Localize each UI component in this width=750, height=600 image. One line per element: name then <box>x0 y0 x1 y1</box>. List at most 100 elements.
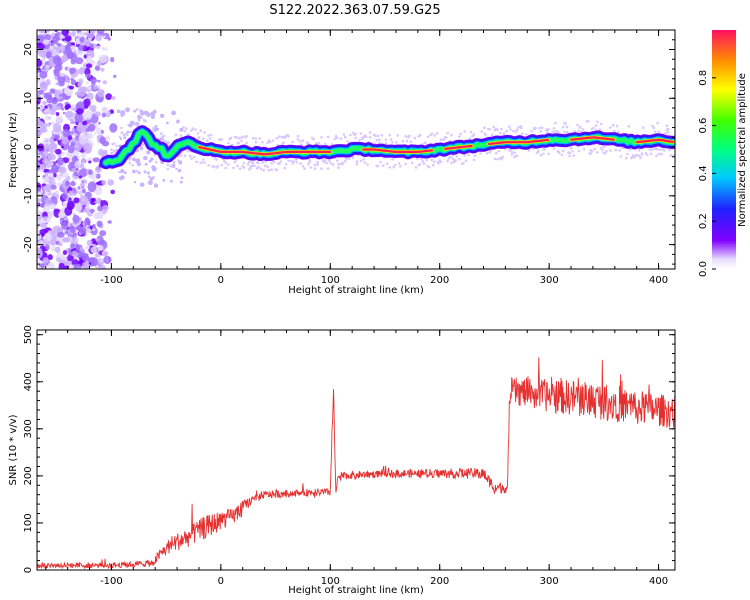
ridge-halo <box>656 148 659 151</box>
noise-speckle <box>37 247 43 259</box>
spectrogram-x-tick-label: 200 <box>430 275 449 286</box>
ridge-halo <box>257 161 260 165</box>
noise-speckle <box>39 228 48 236</box>
noise-speckle <box>86 85 92 91</box>
ridge-halo <box>316 163 319 167</box>
ridge-halo <box>473 154 477 158</box>
noise-speckle <box>45 64 50 69</box>
noise-speckle <box>69 121 74 125</box>
ridge-halo <box>431 163 435 167</box>
ridge-halo <box>324 142 327 146</box>
noise-speckle <box>83 209 87 213</box>
noise-speckle <box>44 115 51 121</box>
noise-speckle <box>103 251 108 257</box>
noise-speckle <box>88 262 92 265</box>
noise-speckle <box>88 160 92 164</box>
ridge-halo <box>652 126 656 130</box>
ridge-halo <box>270 168 273 171</box>
ridge-halo <box>510 150 514 154</box>
noise-speckle <box>59 34 64 40</box>
noise-speckle <box>88 169 93 175</box>
ridge-halo <box>521 132 524 135</box>
ridge-halo <box>198 136 201 139</box>
ridge-halo <box>653 130 657 133</box>
noise-speckle <box>179 127 184 132</box>
noise-speckle <box>79 227 87 235</box>
ridge-halo <box>509 128 512 131</box>
ridge-halo <box>185 127 188 130</box>
noise-speckle <box>121 110 125 114</box>
ridge-halo <box>254 140 258 144</box>
ridge-halo <box>166 163 170 167</box>
ridge-halo <box>388 166 392 169</box>
ridge-halo <box>190 157 193 160</box>
noise-speckle <box>176 119 180 124</box>
noise-speckle <box>76 123 84 132</box>
ridge-halo <box>233 160 237 164</box>
noise-speckle <box>139 182 145 188</box>
noise-speckle <box>140 111 145 116</box>
spectrogram-x-label: Height of straight line (km) <box>288 285 424 296</box>
ridge-halo <box>615 124 619 128</box>
ridge-halo <box>140 116 143 120</box>
ridge-halo <box>378 138 381 141</box>
noise-speckle <box>96 220 103 227</box>
noise-speckle <box>59 217 64 221</box>
noise-speckle <box>62 111 66 115</box>
noise-speckle <box>44 183 52 193</box>
noise-speckle <box>37 209 42 216</box>
noise-speckle <box>51 142 55 146</box>
noise-speckle <box>55 190 60 195</box>
noise-speckle <box>120 113 124 117</box>
ridge-halo <box>273 160 276 164</box>
ridge-halo <box>657 130 661 134</box>
ridge-halo <box>177 159 180 162</box>
ridge-halo <box>492 125 495 129</box>
noise-speckle <box>37 99 41 105</box>
noise-speckle <box>44 244 50 251</box>
noise-speckle <box>76 101 85 110</box>
ridge-halo <box>571 149 574 153</box>
noise-speckle <box>143 170 147 174</box>
noise-speckle <box>123 136 127 140</box>
ridge-core <box>444 144 473 150</box>
noise-speckle <box>146 171 150 175</box>
snr-y-axis: 0 100 200 300 400 500 <box>23 325 675 573</box>
ridge-halo <box>611 123 615 127</box>
ridge-halo <box>144 120 147 123</box>
noise-speckle <box>85 81 90 85</box>
ridge-halo <box>469 130 473 134</box>
ridge-halo <box>488 128 491 131</box>
ridge-halo <box>271 139 275 142</box>
noise-speckle <box>69 67 76 75</box>
ridge-halo <box>170 164 174 167</box>
noise-speckle <box>97 88 105 98</box>
ridge-halo <box>393 163 397 167</box>
noise-speckle <box>88 123 96 132</box>
ridge-halo <box>645 153 649 157</box>
ridge-halo <box>245 141 248 145</box>
ridge-halo <box>490 133 494 137</box>
ridge-halo <box>459 132 463 136</box>
noise-speckle <box>42 101 47 105</box>
noise-speckle <box>87 181 97 193</box>
ridge-halo <box>279 160 283 163</box>
ridge-halo <box>154 160 158 164</box>
noise-speckle <box>71 104 77 109</box>
ridge-halo <box>627 125 631 128</box>
ridge-halo <box>253 164 256 168</box>
noise-speckle <box>113 74 117 78</box>
ridge-halo <box>190 129 193 132</box>
noise-speckle <box>123 171 127 175</box>
noise-speckle <box>103 47 108 51</box>
noise-speckle <box>97 79 101 83</box>
ridge-halo <box>227 163 230 166</box>
noise-speckle <box>75 38 81 45</box>
ridge-halo <box>262 168 266 172</box>
noise-speckle <box>80 151 87 159</box>
ridge-halo <box>207 164 210 167</box>
ridge-halo <box>397 162 401 165</box>
ridge-halo <box>389 138 393 141</box>
noise-speckle <box>42 157 51 165</box>
ridge-halo <box>594 124 598 127</box>
